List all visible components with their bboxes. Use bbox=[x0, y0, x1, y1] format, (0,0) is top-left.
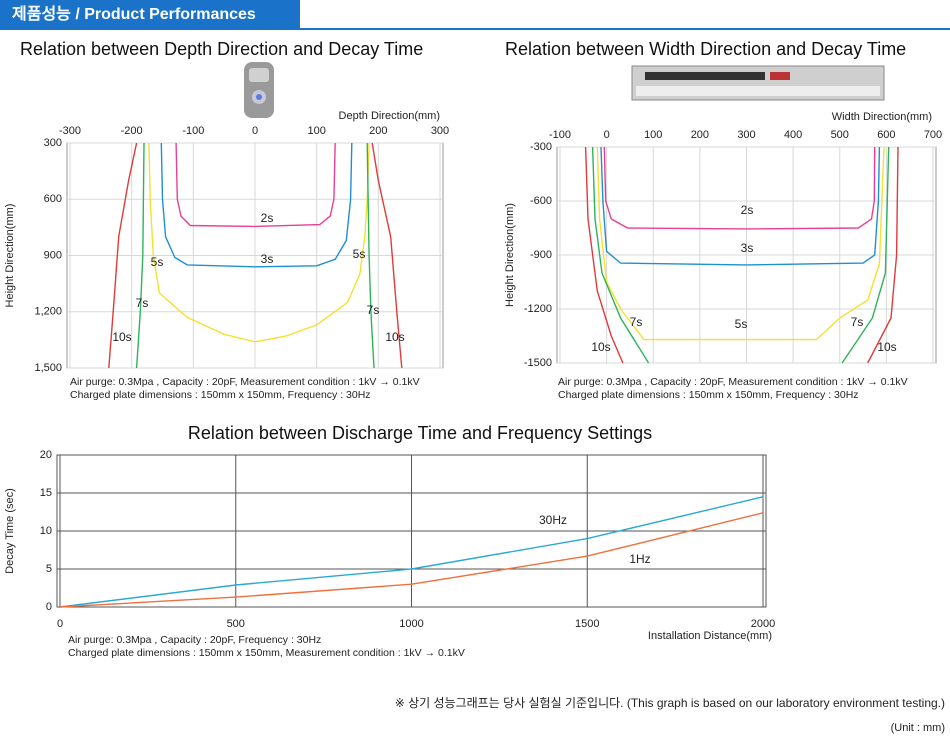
device-image bbox=[244, 62, 274, 118]
x-tick-label: 0 bbox=[604, 129, 610, 141]
y-tick-label: -300 bbox=[530, 141, 552, 153]
chart-title: Relation between Discharge Time and Freq… bbox=[188, 423, 652, 443]
x-tick-label: 500 bbox=[227, 618, 245, 630]
y-tick-label: 1,500 bbox=[34, 362, 62, 374]
header-title: 제품성능 / Product Performances bbox=[12, 5, 256, 23]
footer-unit: (Unit : mm) bbox=[891, 722, 945, 734]
y-tick-label: 5 bbox=[46, 563, 52, 575]
chart-note: Air purge: 0.3Mpa , Capacity : 20pF, Mea… bbox=[558, 376, 908, 388]
x-tick-label: -200 bbox=[121, 125, 143, 137]
series-label: 3s bbox=[741, 241, 754, 255]
y-tick-label: 20 bbox=[40, 449, 52, 461]
y-axis-label: Height Direction(mm) bbox=[4, 204, 16, 308]
device-image bbox=[631, 65, 885, 101]
series-label: 7s bbox=[367, 303, 380, 317]
chart-note: Air purge: 0.3Mpa , Capacity : 20pF, Fre… bbox=[68, 634, 321, 646]
series-line bbox=[59, 512, 764, 608]
y-axis-label: Height Direction(mm) bbox=[504, 203, 516, 307]
series-label: 7s bbox=[136, 296, 149, 310]
chart-note: Charged plate dimensions : 150mm x 150mm… bbox=[70, 389, 371, 401]
series-label: 5s bbox=[151, 255, 164, 269]
series-line bbox=[59, 496, 764, 608]
series-line bbox=[603, 146, 876, 230]
y-axis-label: Decay Time (sec) bbox=[4, 488, 16, 574]
series-label: 5s bbox=[735, 317, 748, 331]
chart-title: Relation between Depth Direction and Dec… bbox=[20, 39, 423, 59]
y-tick-label: 15 bbox=[40, 487, 52, 499]
y-tick-label: 300 bbox=[44, 137, 62, 149]
x-tick-label: -100 bbox=[182, 125, 204, 137]
y-tick-label: 0 bbox=[46, 601, 52, 613]
series-line bbox=[160, 142, 353, 268]
series-line bbox=[600, 146, 881, 266]
series-line bbox=[108, 142, 403, 369]
x-tick-label: 1000 bbox=[399, 618, 423, 630]
x-tick-label: 600 bbox=[877, 129, 895, 141]
series-label: 10s bbox=[112, 330, 131, 344]
x-tick-label: 100 bbox=[644, 129, 662, 141]
series-line bbox=[596, 146, 885, 341]
x-tick-label: 200 bbox=[369, 125, 387, 137]
chart-note: Air purge: 0.3Mpa , Capacity : 20pF, Mea… bbox=[70, 376, 420, 388]
y-tick-label: -600 bbox=[530, 195, 552, 207]
x-tick-label: -100 bbox=[549, 129, 571, 141]
x-tick-label: 1500 bbox=[575, 618, 599, 630]
x-tick-label: 300 bbox=[431, 125, 449, 137]
x-axis-label: Depth Direction(mm) bbox=[339, 110, 440, 122]
x-tick-label: 100 bbox=[307, 125, 325, 137]
x-tick-label: 700 bbox=[924, 129, 942, 141]
x-tick-label: 2000 bbox=[751, 618, 775, 630]
chart-title: Relation between Width Direction and Dec… bbox=[505, 39, 906, 59]
x-tick-label: 400 bbox=[784, 129, 802, 141]
chart-note: Charged plate dimensions : 150mm x 150mm… bbox=[558, 389, 859, 401]
series-label: 1Hz bbox=[629, 552, 650, 566]
chart-note: Charged plate dimensions : 150mm x 150mm… bbox=[68, 647, 465, 659]
x-tick-label: 200 bbox=[691, 129, 709, 141]
y-tick-label: 600 bbox=[44, 193, 62, 205]
y-tick-label: -1200 bbox=[524, 303, 552, 315]
header-tab bbox=[0, 0, 300, 29]
series-line bbox=[584, 146, 899, 364]
series-label: 10s bbox=[591, 340, 610, 354]
series-label: 10s bbox=[385, 330, 404, 344]
x-tick-label: -300 bbox=[59, 125, 81, 137]
y-tick-label: 1,200 bbox=[34, 306, 62, 318]
series-label: 10s bbox=[877, 340, 896, 354]
x-axis-label: Installation Distance(mm) bbox=[648, 630, 772, 642]
footer-note: ※ 상기 성능그래프는 당사 실험실 기준입니다. (This graph is… bbox=[395, 696, 945, 710]
series-label: 7s bbox=[630, 315, 643, 329]
series-label: 7s bbox=[851, 315, 864, 329]
y-tick-label: 900 bbox=[44, 249, 62, 261]
series-line bbox=[591, 146, 890, 364]
y-tick-label: -900 bbox=[530, 249, 552, 261]
x-tick-label: 0 bbox=[252, 125, 258, 137]
series-label: 2s bbox=[741, 203, 754, 217]
x-tick-label: 500 bbox=[831, 129, 849, 141]
y-tick-label: -1500 bbox=[524, 357, 552, 369]
series-label: 2s bbox=[261, 211, 274, 225]
series-line bbox=[175, 142, 336, 228]
series-line bbox=[135, 142, 375, 369]
series-label: 5s bbox=[353, 247, 366, 261]
series-label: 30Hz bbox=[539, 513, 567, 527]
y-tick-label: 10 bbox=[40, 525, 52, 537]
series-line bbox=[148, 142, 370, 343]
series-label: 3s bbox=[261, 252, 274, 266]
x-axis-label: Width Direction(mm) bbox=[832, 111, 932, 123]
x-tick-label: 300 bbox=[737, 129, 755, 141]
x-tick-label: 0 bbox=[57, 618, 63, 630]
